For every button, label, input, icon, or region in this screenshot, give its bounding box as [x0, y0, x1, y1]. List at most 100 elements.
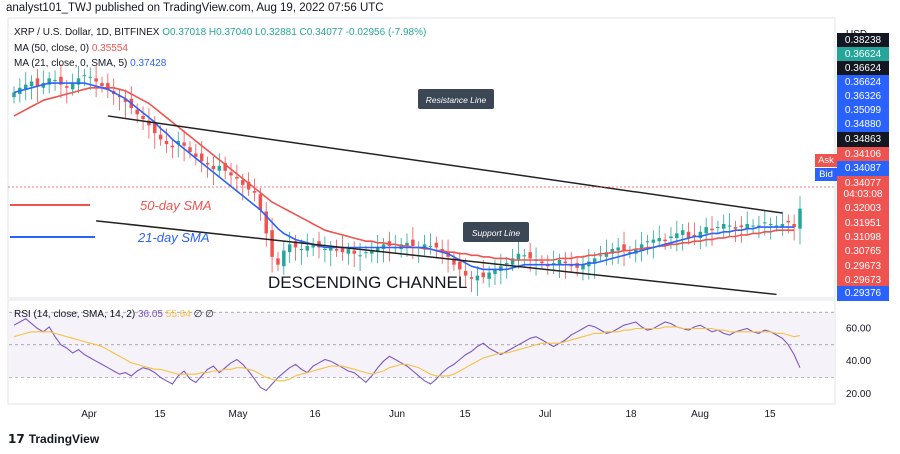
- candle-body: [82, 75, 87, 77]
- candle-body: [287, 244, 292, 253]
- candle-body: [381, 244, 386, 250]
- candle-body: [182, 142, 186, 146]
- candle-body: [352, 250, 356, 254]
- candle-body: [241, 180, 245, 185]
- candle-body: [716, 227, 720, 229]
- time-axis-label: 18: [625, 409, 637, 420]
- candle-body: [634, 249, 638, 254]
- candle-body: [452, 258, 456, 265]
- ma21-line: [13, 82, 795, 271]
- candle-body: [786, 220, 791, 223]
- candle-body: [751, 225, 755, 227]
- candle-body: [147, 120, 151, 126]
- candle-body: [223, 162, 227, 171]
- rsi-axis-label: 60.00: [846, 324, 871, 335]
- candle-body: [346, 249, 351, 254]
- candle-body: [405, 242, 409, 246]
- time-axis-label: 15: [154, 409, 166, 420]
- rsi-legend-label: RSI (14, close, SMA, 14, 2): [14, 309, 136, 320]
- candle-body: [581, 264, 585, 270]
- price-tag: 0.29673: [837, 259, 889, 274]
- candle-body: [340, 247, 345, 253]
- candle-body: [59, 76, 63, 85]
- candle-body: [540, 261, 544, 264]
- candle-body: [106, 83, 110, 90]
- ma21-legend[interactable]: MA (21, close, 0, SMA, 5) 0.37428: [14, 58, 166, 69]
- candle-body: [123, 98, 128, 102]
- candle-body: [211, 166, 216, 170]
- ma21-legend-value: 0.37428: [130, 58, 167, 69]
- candle-body: [375, 247, 380, 253]
- price-tag: 0.36624: [837, 61, 889, 76]
- candle-body: [780, 223, 785, 228]
- candle-body: [563, 261, 568, 264]
- candle-body: [270, 230, 274, 257]
- time-axis-label: Aug: [691, 409, 709, 420]
- time-axis-label: Jun: [389, 409, 405, 420]
- price-tag: 0.34087: [837, 161, 889, 176]
- price-tag: 0.35099: [837, 103, 889, 118]
- ma50-legend[interactable]: MA (50, close, 0) 0.35554: [14, 43, 128, 54]
- price-tag: 0.36326: [837, 89, 889, 104]
- candle-body: [47, 78, 51, 85]
- tradingview-logo-icon: 17: [8, 432, 25, 446]
- candle-body: [358, 255, 362, 257]
- candle-body: [557, 259, 562, 265]
- footer-brand[interactable]: 17 TradingView: [8, 432, 99, 446]
- price-tag: 0.36624: [837, 47, 889, 62]
- candle-body: [194, 153, 198, 157]
- support-trendline[interactable]: [96, 220, 777, 296]
- candle-body: [657, 238, 661, 242]
- symbol-name: XRP / U.S. Dollar, 1D, BITFINEX: [14, 27, 160, 38]
- candle-body: [35, 78, 40, 87]
- candle-body: [282, 250, 286, 267]
- price-tag: 0.38238: [837, 33, 889, 48]
- rsi-legend-value: 36.05: [137, 309, 163, 320]
- candle-body: [88, 76, 93, 78]
- candle-body: [76, 78, 81, 85]
- pattern-annotation: DESCENDING CHANNEL: [268, 273, 467, 292]
- candle-body: [258, 194, 263, 210]
- price-tag: 0.34880: [837, 117, 889, 132]
- price-tag: 04:03:08: [837, 187, 889, 202]
- candle-body: [299, 249, 304, 251]
- candle-body: [53, 79, 57, 81]
- rsi-legend-extra: ∅ ∅: [193, 309, 214, 320]
- candle-body: [264, 211, 268, 234]
- candle-body: [510, 258, 515, 265]
- candle-body: [23, 84, 28, 90]
- candle-body: [622, 244, 626, 251]
- sma50-annotation: 50-day SMA: [140, 198, 212, 213]
- resistance-trendline[interactable]: [107, 115, 783, 214]
- candle-body: [493, 269, 497, 275]
- candle-body: [164, 140, 169, 145]
- ma21-legend-label: MA (21, close, 0, SMA, 5): [14, 58, 128, 69]
- candle-body: [293, 241, 298, 248]
- rsi-pane-frame: [7, 299, 836, 405]
- candle-body: [698, 231, 703, 239]
- candle-body: [422, 244, 427, 250]
- candle-body: [12, 92, 16, 98]
- candle-body: [639, 244, 644, 251]
- candle-body: [135, 109, 139, 115]
- candle-body: [176, 140, 180, 145]
- rsi-axis-label: 40.00: [846, 356, 871, 367]
- candle-body: [598, 255, 603, 257]
- price-tag: 0.30765: [837, 244, 889, 259]
- candle-body: [305, 245, 310, 251]
- candle-body: [170, 145, 175, 148]
- candle-body: [469, 277, 474, 279]
- symbol-legend[interactable]: XRP / U.S. Dollar, 1D, BITFINEX O0.37018…: [14, 27, 426, 38]
- candle-body: [229, 172, 233, 176]
- price-tag: 0.31951: [837, 216, 889, 231]
- time-axis: Apr 15 May 16 Jun 15 Jul 18 Aug 15: [81, 409, 776, 420]
- ohlc-values: O0.37018 H0.37040 L0.32881 C0.34077 -0.0…: [162, 27, 427, 38]
- candle-body: [434, 242, 439, 248]
- support-callout-text: Support Line: [472, 228, 520, 238]
- candle-body: [645, 241, 650, 243]
- time-axis-label: 16: [309, 409, 321, 420]
- rsi-legend[interactable]: RSI (14, close, SMA, 14, 2) 36.05 55.64 …: [14, 309, 214, 320]
- price-tag: 0.34106: [837, 147, 889, 162]
- candle-body: [235, 177, 239, 179]
